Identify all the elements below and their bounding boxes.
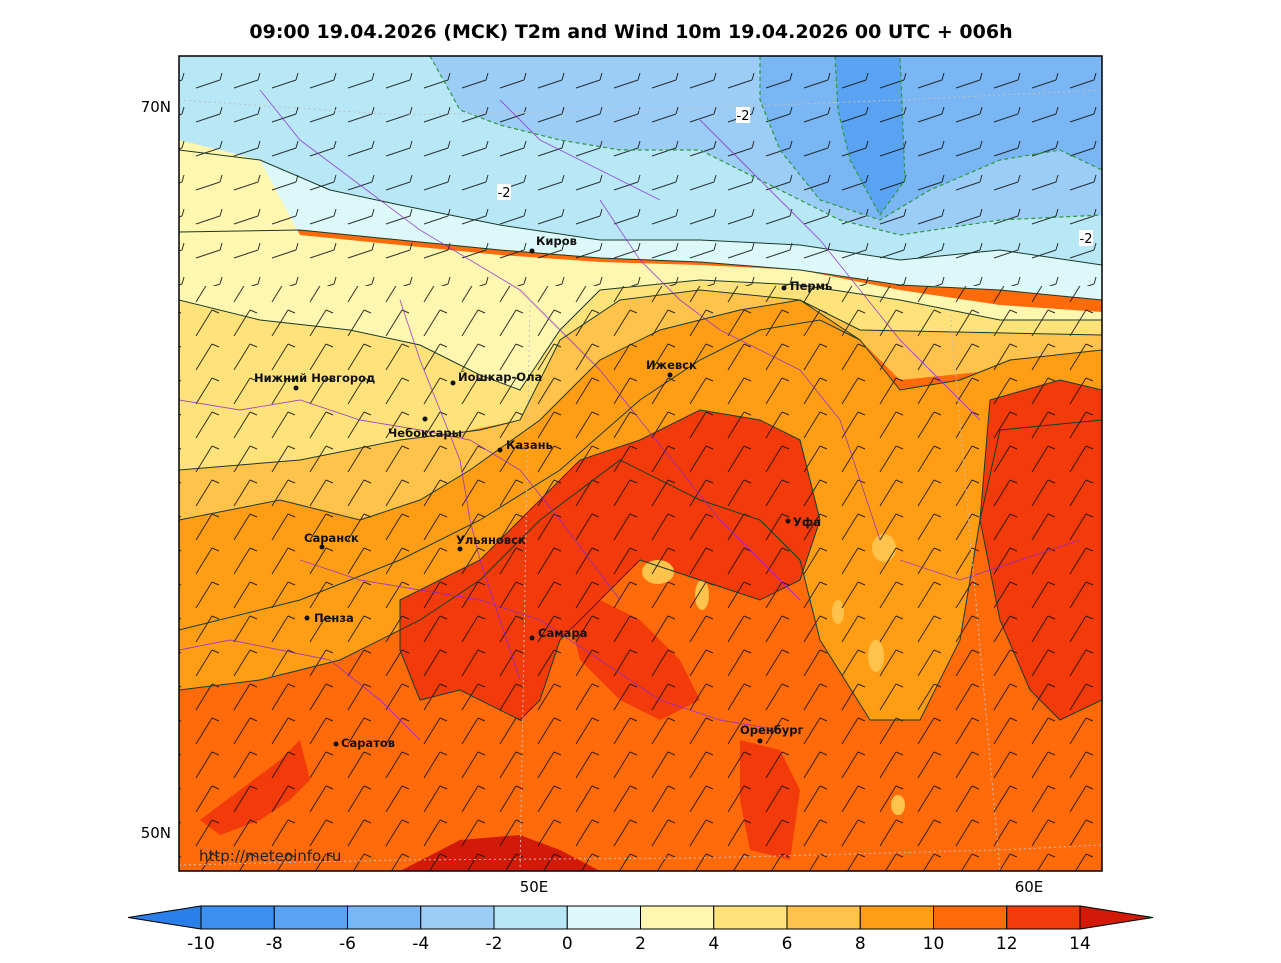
city-label: Самара	[538, 626, 587, 640]
colorbar-segment	[420, 905, 495, 930]
colorbar-tick-label: -2	[486, 934, 503, 954]
colorbar-segment	[640, 905, 715, 930]
watermark: http://meteoinfo.ru	[199, 847, 341, 865]
colorbar-segment	[493, 905, 568, 930]
colorbar-tick-label: -6	[339, 934, 356, 954]
city-markers: Киров Пермь Ижевск Нижний Новгород Йошка…	[254, 234, 832, 750]
city-label: Йошкар-Ола	[458, 369, 542, 384]
city-label: Ижевск	[646, 358, 697, 372]
colorbar-segment	[347, 905, 422, 930]
colorbar-segment	[859, 905, 934, 930]
colorbar-tick-label: 10	[923, 934, 945, 954]
colorbar-segment	[933, 905, 1008, 930]
city-label: Пенза	[314, 611, 354, 625]
contour-label: -2	[737, 109, 750, 124]
lat-label: 70N	[141, 98, 171, 116]
colorbar-tick-label: 12	[996, 934, 1018, 954]
colorbar-tick-label: -8	[266, 934, 283, 954]
temperature-field	[179, 56, 1102, 871]
city-label: Казань	[506, 438, 553, 452]
colorbar-segment	[566, 905, 641, 930]
colorbar-tick-label: 2	[635, 934, 646, 954]
colorbar-under-arrow	[127, 905, 202, 930]
colorbar-segment	[713, 905, 788, 930]
colorbar-tick-label: 4	[708, 934, 719, 954]
lon-label: 50E	[520, 878, 549, 896]
city-label: Нижний Новгород	[254, 371, 375, 385]
colorbar-segment	[200, 905, 275, 930]
city-label: Саратов	[341, 736, 395, 750]
colorbar-tick-label: 6	[782, 934, 793, 954]
city-label: Киров	[536, 234, 577, 248]
colorbar-segment	[786, 905, 861, 930]
contour-labels: -2 -2 -2	[497, 107, 1093, 247]
city-label: Уфа	[793, 515, 821, 529]
map-title: 09:00 19.04.2026 (MCK) T2m and Wind 10m …	[249, 21, 1013, 43]
colorbar-tick-label: 8	[855, 934, 866, 954]
colorbar-tick-label: -10	[187, 934, 215, 954]
map-frame	[178, 55, 1103, 872]
colorbar: -10 -8 -6 -4 -2 0 2 4 6 8 10 12 14	[127, 905, 1154, 954]
colorbar-segment	[1006, 905, 1081, 930]
contour-label: -2	[498, 186, 511, 201]
city-label: Ульяновск	[456, 533, 526, 547]
colorbar-tick-label: 0	[562, 934, 573, 954]
colorbar-tick-label: 14	[1069, 934, 1091, 954]
contour-label: -2	[1080, 232, 1093, 247]
colorbar-tick-label: -4	[412, 934, 429, 954]
colorbar-segment	[273, 905, 348, 930]
city-label: Пермь	[790, 279, 832, 293]
city-label: Чебоксары	[388, 426, 462, 440]
city-label: Оренбург	[740, 723, 804, 737]
city-label: Саранск	[304, 531, 359, 545]
colorbar-over-arrow	[1079, 905, 1154, 930]
lat-label: 50N	[141, 824, 171, 842]
lon-label: 60E	[1015, 878, 1044, 896]
